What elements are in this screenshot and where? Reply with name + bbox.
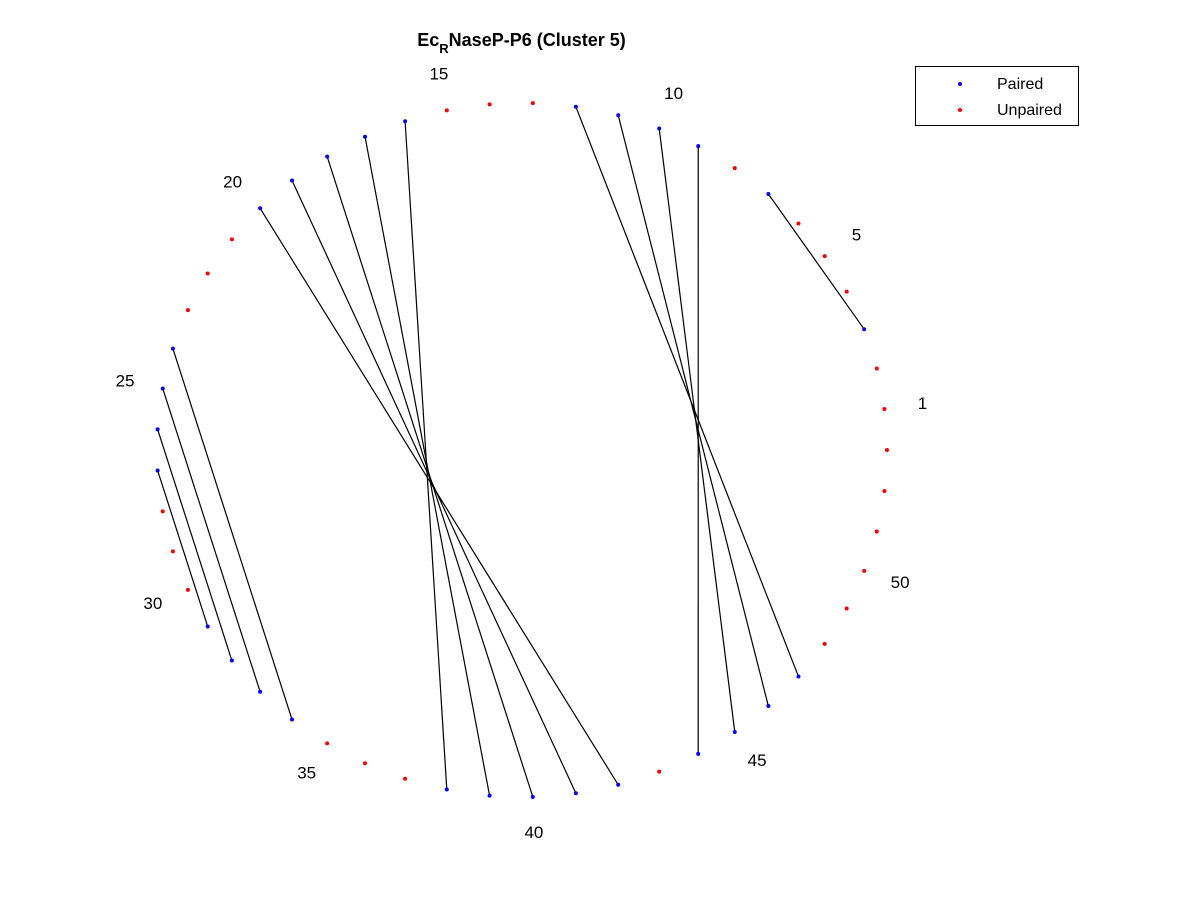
unpaired-point-5 [822, 254, 827, 259]
paired-point-3 [862, 327, 867, 332]
unpaired-point-14 [487, 102, 492, 107]
unpaired-point-29 [170, 549, 175, 554]
unpaired-point-36 [363, 761, 368, 766]
legend: Paired Unpaired [915, 66, 1079, 126]
position-label-10: 10 [664, 84, 683, 103]
paired-point-38 [444, 787, 449, 792]
pair-line-3-7 [767, 193, 865, 330]
paired-point-31 [205, 624, 210, 629]
unpaired-point-1 [882, 406, 887, 411]
pair-line-27-31 [157, 470, 209, 627]
position-label-1: 1 [918, 394, 927, 413]
paired-point-12 [573, 104, 578, 109]
paired-point-33 [258, 689, 263, 694]
paired-point-39 [487, 793, 492, 798]
pair-line-24-34 [172, 348, 293, 720]
position-label-45: 45 [748, 751, 767, 770]
pair-line-25-33 [162, 388, 261, 692]
paired-point-32 [229, 658, 234, 663]
pair-line-12-47 [575, 106, 800, 677]
pair-line-16-38 [404, 121, 448, 790]
unpaired-point-8 [732, 166, 737, 171]
paired-point-24 [170, 346, 175, 351]
paired-point-16 [403, 119, 408, 124]
unpaired-point-4 [844, 289, 849, 294]
unpaired-point-37 [403, 776, 408, 781]
unpaired-point-21 [229, 237, 234, 242]
paired-point-20 [258, 206, 263, 211]
paired-point-19 [290, 178, 295, 183]
pair-line-10-45 [658, 128, 736, 733]
paired-point-45 [732, 729, 737, 734]
position-label-15: 15 [429, 64, 448, 83]
paired-point-10 [657, 126, 662, 131]
paired-point-7 [766, 191, 771, 196]
paired-point-27 [155, 468, 160, 473]
position-label-5: 5 [852, 225, 861, 244]
paired-point-34 [290, 717, 295, 722]
pair-line-20-42 [259, 207, 619, 786]
position-label-40: 40 [524, 823, 543, 842]
paired-point-47 [796, 674, 801, 679]
paired-point-18 [325, 154, 330, 159]
paired-marker [958, 82, 962, 86]
unpaired-point-50 [862, 568, 867, 573]
paired-point-11 [616, 113, 621, 118]
chart-title: EcRNaseP-P6 (Cluster 5) [417, 30, 626, 56]
unpaired-point-43 [657, 769, 662, 774]
paired-point-44 [696, 751, 701, 756]
pair-line-17-39 [364, 136, 491, 796]
position-label-35: 35 [297, 764, 316, 783]
legend-item-unpaired: Unpaired [916, 98, 1078, 124]
unpaired-point-15 [444, 108, 449, 113]
paired-point-25 [160, 386, 165, 391]
paired-point-17 [363, 134, 368, 139]
legend-item-paired: Paired [916, 72, 1078, 98]
unpaired-point-28 [160, 509, 165, 514]
unpaired-point-52 [882, 489, 887, 494]
pair-line-19-41 [291, 180, 577, 794]
pair-line-26-32 [157, 429, 233, 661]
position-label-25: 25 [116, 372, 135, 391]
paired-point-26 [155, 427, 160, 432]
pair-line-18-40 [326, 156, 534, 798]
unpaired-point-23 [185, 308, 190, 313]
unpaired-point-13 [530, 101, 535, 106]
paired-point-9 [696, 144, 701, 149]
position-label-30: 30 [143, 594, 162, 613]
paired-point-42 [616, 782, 621, 787]
position-label-50: 50 [891, 573, 910, 592]
unpaired-point-49 [844, 606, 849, 611]
unpaired-point-48 [822, 641, 827, 646]
paired-point-46 [766, 704, 771, 709]
unpaired-point-2 [874, 366, 879, 371]
unpaired-point-53 [885, 448, 889, 453]
unpaired-marker [958, 108, 962, 112]
legend-label-unpaired: Unpaired [997, 102, 1062, 119]
unpaired-point-51 [874, 529, 879, 534]
unpaired-point-35 [325, 741, 330, 746]
unpaired-point-30 [185, 587, 190, 592]
unpaired-point-22 [205, 271, 210, 276]
unpaired-point-6 [796, 221, 801, 226]
pair-line-11-46 [617, 115, 769, 707]
paired-point-41 [573, 791, 578, 796]
position-label-20: 20 [223, 172, 242, 191]
legend-label-paired: Paired [997, 76, 1044, 93]
paired-point-40 [530, 794, 535, 799]
